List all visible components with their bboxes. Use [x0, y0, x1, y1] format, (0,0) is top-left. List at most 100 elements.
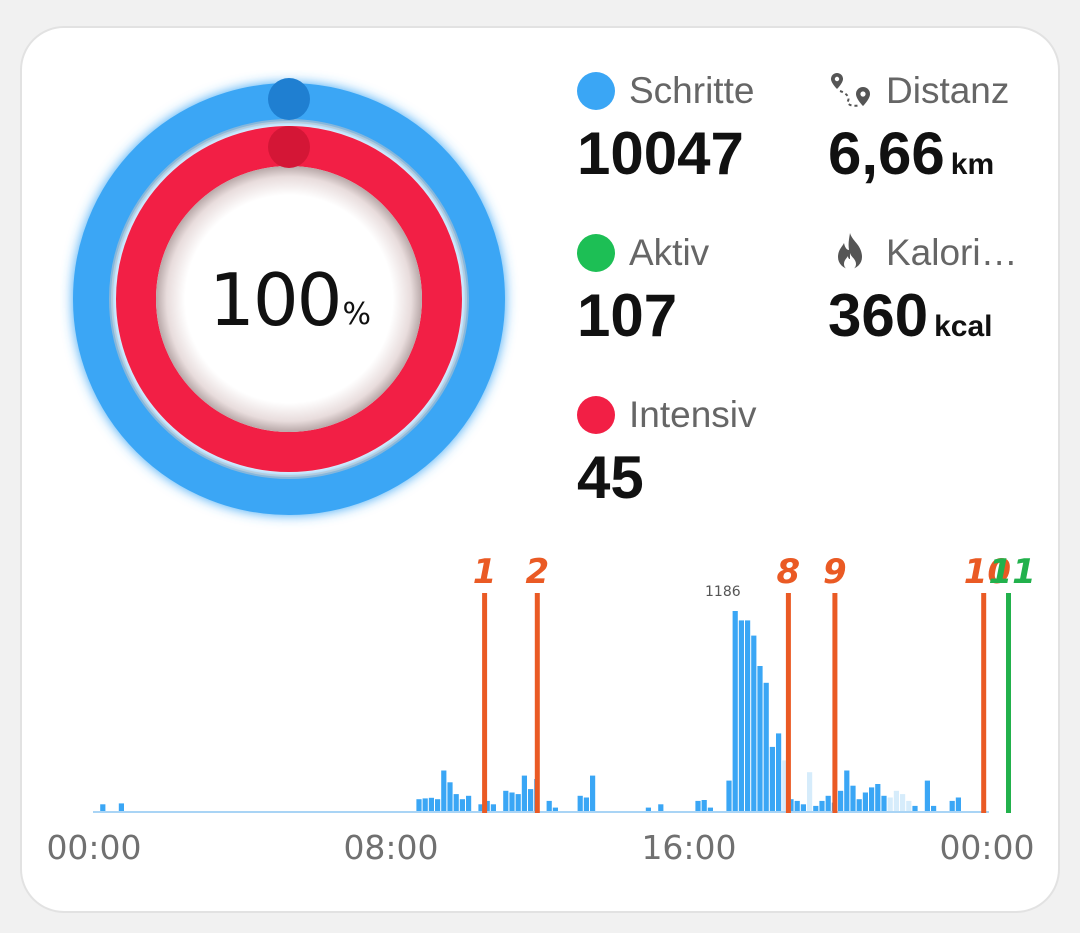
- bar-1: [118, 803, 124, 811]
- active-label: Aktiv: [629, 232, 710, 273]
- bar-55: [881, 795, 887, 811]
- distance-unit: km: [950, 148, 995, 181]
- bar-63: [949, 800, 955, 811]
- bar-24: [590, 775, 596, 811]
- bar-59: [906, 800, 912, 811]
- bar-8: [453, 794, 459, 811]
- bar-44: [813, 805, 819, 811]
- x-tick-2: 16:00: [641, 828, 737, 867]
- intense-value: 45: [577, 444, 644, 511]
- bar-29: [707, 807, 713, 811]
- stat-distance[interactable]: Distanz 6,66 km: [828, 66, 1009, 184]
- stat-active[interactable]: Aktiv 107: [577, 228, 709, 346]
- active-dot-icon: [577, 234, 615, 272]
- bar-56: [887, 797, 893, 811]
- bar-10: [466, 795, 472, 811]
- bar-53: [869, 787, 875, 811]
- stat-calories[interactable]: Kalori… 360 kcal: [828, 228, 1018, 346]
- peak-value-label: 1186: [705, 584, 741, 600]
- bar-62: [931, 805, 937, 811]
- bar-6: [441, 770, 447, 811]
- active-value: 107: [577, 282, 678, 349]
- steps-value: 10047: [577, 120, 744, 187]
- bar-48: [838, 790, 844, 811]
- bar-33: [745, 620, 751, 811]
- marker-label-1: 1: [472, 552, 497, 592]
- marker-label-2: 2: [525, 552, 550, 592]
- flame-icon: [838, 233, 862, 270]
- marker-label-8: 8: [776, 552, 801, 592]
- bar-11: [478, 804, 484, 811]
- bar-37: [769, 746, 775, 811]
- bar-20: [546, 800, 552, 811]
- marker-label-10: 10: [963, 552, 1012, 592]
- bar-35: [757, 666, 763, 811]
- bar-34: [751, 635, 757, 811]
- bar-3: [422, 798, 428, 811]
- bar-42: [800, 804, 806, 811]
- bar-25: [645, 807, 651, 811]
- intense-label: Intensiv: [629, 394, 757, 435]
- bar-30: [726, 780, 732, 811]
- bar-12: [484, 800, 490, 811]
- bar-54: [875, 784, 881, 811]
- intense-dot-icon: [577, 396, 615, 434]
- chart-bars: [100, 611, 961, 811]
- bar-31: [732, 611, 738, 811]
- bar-17: [521, 775, 527, 811]
- bar-16: [515, 794, 521, 811]
- stat-intense[interactable]: Intensiv 45: [577, 390, 757, 508]
- bar-46: [825, 795, 831, 811]
- marker-line-2[interactable]: [534, 593, 540, 813]
- bar-9: [459, 799, 465, 811]
- bar-23: [583, 797, 589, 811]
- calories-value: 360: [828, 282, 929, 349]
- x-tick-0: 00:00: [46, 828, 142, 867]
- steps-label: Schritte: [629, 70, 755, 111]
- bar-41: [794, 800, 800, 811]
- bar-64: [955, 797, 961, 811]
- bar-32: [738, 620, 744, 811]
- percentage-unit: %: [342, 296, 371, 332]
- bar-45: [819, 800, 825, 811]
- percentage-value: 100: [209, 258, 342, 342]
- bar-39: [782, 760, 788, 811]
- marker-line-9[interactable]: [832, 593, 838, 813]
- bar-61: [924, 780, 930, 811]
- bar-27: [695, 800, 701, 811]
- bar-15: [509, 792, 515, 811]
- bar-22: [577, 795, 583, 811]
- calories-label: Kalori…: [886, 232, 1018, 273]
- rings-graphic: [73, 78, 505, 515]
- bar-14: [503, 790, 509, 811]
- x-tick-1: 08:00: [343, 828, 439, 867]
- bar-2: [416, 799, 422, 811]
- chart-markers: [482, 593, 1011, 813]
- outer-ring-knob: [268, 78, 310, 120]
- bar-49: [844, 770, 850, 811]
- bar-38: [776, 733, 782, 811]
- bar-50: [850, 785, 856, 811]
- activity-rings[interactable]: 100 %: [60, 70, 520, 530]
- bar-28: [701, 800, 707, 811]
- bar-52: [862, 792, 868, 811]
- bar-5: [435, 799, 441, 811]
- marker-line-11[interactable]: [1006, 593, 1011, 813]
- marker-line-10[interactable]: [981, 593, 987, 813]
- steps-dot-icon: [577, 72, 615, 110]
- marker-line-1[interactable]: [482, 593, 488, 813]
- inner-ring-knob: [268, 126, 310, 168]
- bar-26: [658, 804, 664, 811]
- bar-57: [893, 790, 899, 811]
- marker-label-11: 11: [988, 552, 1036, 592]
- bar-4: [428, 797, 434, 811]
- goal-percentage: 100 %: [60, 70, 520, 530]
- stat-steps[interactable]: Schritte 10047: [577, 66, 754, 184]
- x-tick-3: 00:00: [939, 828, 1035, 867]
- bar-40: [788, 799, 794, 811]
- distance-label: Distanz: [886, 70, 1010, 111]
- bar-21: [552, 807, 558, 811]
- marker-line-8[interactable]: [785, 593, 791, 813]
- bar-36: [763, 682, 769, 811]
